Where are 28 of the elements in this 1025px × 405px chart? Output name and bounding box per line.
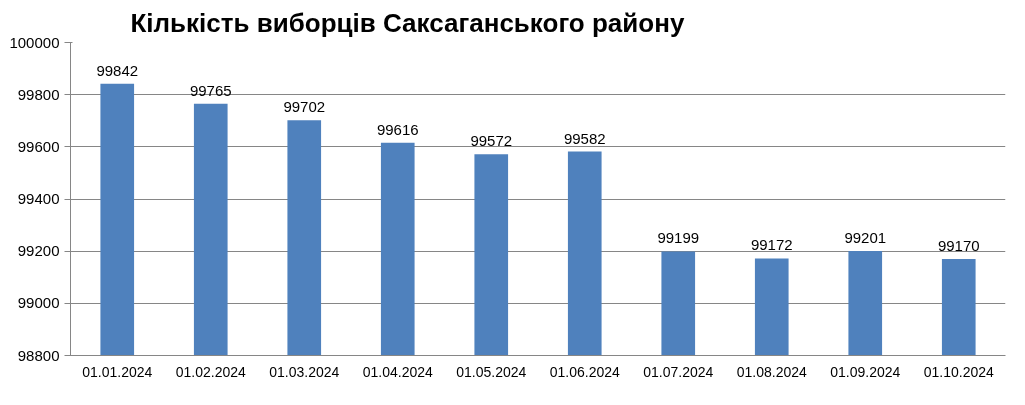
data-label: 99201 xyxy=(844,228,887,246)
x-tick-label: 01.05.2024 xyxy=(456,363,527,380)
chart-title: Кількість виборців Саксаганського району xyxy=(130,7,685,38)
data-label: 99170 xyxy=(937,236,980,254)
x-tick-label: 01.04.2024 xyxy=(362,363,433,380)
data-label: 99172 xyxy=(750,236,793,254)
y-tick-label: 99000 xyxy=(17,294,60,312)
data-label: 99199 xyxy=(657,229,700,247)
x-tick-label: 01.01.2024 xyxy=(82,363,153,380)
data-label: 99702 xyxy=(283,98,326,116)
x-tick-label: 01.02.2024 xyxy=(175,363,246,380)
data-label: 99572 xyxy=(470,132,513,150)
data-label: 99765 xyxy=(189,81,232,99)
x-tick-label: 01.09.2024 xyxy=(830,363,901,380)
x-tick-label: 01.07.2024 xyxy=(643,363,714,380)
y-tick-label: 99600 xyxy=(17,137,60,155)
x-tick-label: 01.08.2024 xyxy=(736,363,807,380)
data-label: 99616 xyxy=(376,120,419,138)
y-tick-label: 99400 xyxy=(17,190,60,207)
x-tick-label: 01.06.2024 xyxy=(549,363,620,380)
y-tick-label: 99200 xyxy=(17,242,60,260)
y-tick-label: 99800 xyxy=(17,85,60,103)
x-tick-label: 01.10.2024 xyxy=(923,363,994,380)
data-label: 99842 xyxy=(96,61,139,79)
data-label: 99582 xyxy=(563,129,606,147)
y-tick-label: 100000 xyxy=(9,33,60,51)
y-tick-label: 98800 xyxy=(17,346,60,364)
x-tick-label: 01.03.2024 xyxy=(269,363,340,380)
